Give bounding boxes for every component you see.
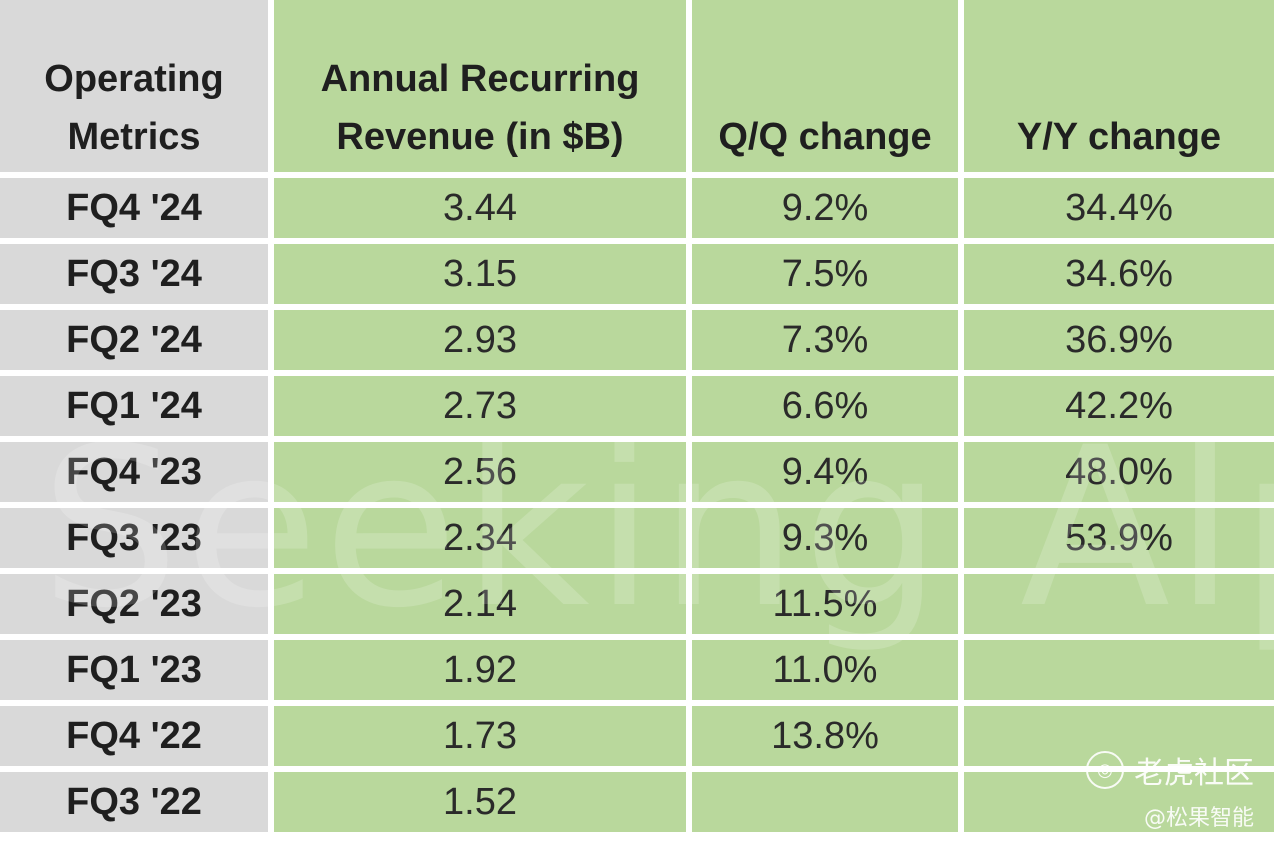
qq-change-value: 7.5% [692,244,958,304]
qq-change-value: 9.3% [692,508,958,568]
table-row: FQ4 '22 1.73 13.8% [0,706,1274,766]
table-row: FQ1 '23 1.92 11.0% [0,640,1274,700]
table-row: FQ3 '22 1.52 [0,772,1274,832]
yy-change-value [964,574,1274,634]
arr-value: 2.93 [274,310,686,370]
row-label: FQ2 '24 [0,310,268,370]
row-label: FQ4 '22 [0,706,268,766]
arr-value: 1.52 [274,772,686,832]
row-label: FQ4 '23 [0,442,268,502]
qq-change-value: 9.4% [692,442,958,502]
qq-change-value: 13.8% [692,706,958,766]
header-line: Q/Q change [718,116,932,158]
qq-change-value: 7.3% [692,310,958,370]
qq-change-value: 9.2% [692,178,958,238]
header-qq-change: Q/Q change [692,0,958,172]
row-label: FQ3 '23 [0,508,268,568]
author-handle: @松果智能 [1143,806,1254,831]
header-yy-change: Y/Y change [964,0,1274,172]
table-row: FQ3 '23 2.34 9.3% 53.9% [0,508,1274,568]
brand-badge: ◎ 老虎社区 [1086,748,1254,792]
yy-change-value: 36.9% [964,310,1274,370]
row-label: FQ3 '22 [0,772,268,832]
header-operating-metrics: Operating Metrics [0,0,268,172]
row-label: FQ3 '24 [0,244,268,304]
table-row: FQ2 '23 2.14 11.5% [0,574,1274,634]
qq-change-value: 11.5% [692,574,958,634]
arr-value: 3.15 [274,244,686,304]
header-row: Operating Metrics Annual Recurring Reven… [0,0,1274,172]
header-arr: Annual Recurring Revenue (in $B) [274,0,686,172]
qq-change-value [692,772,958,832]
header-line: Operating [44,58,224,100]
qq-change-value: 6.6% [692,376,958,436]
header-line: Metrics [67,116,201,158]
table-row: FQ2 '24 2.93 7.3% 36.9% [0,310,1274,370]
table-row: FQ1 '24 2.73 6.6% 42.2% [0,376,1274,436]
qq-change-value: 11.0% [692,640,958,700]
arr-value: 2.14 [274,574,686,634]
yy-change-value [964,640,1274,700]
yy-change-value: 34.6% [964,244,1274,304]
row-label: FQ2 '23 [0,574,268,634]
header-line: Revenue (in $B) [336,116,624,158]
arr-value: 2.73 [274,376,686,436]
table-row: FQ4 '23 2.56 9.4% 48.0% [0,442,1274,502]
arr-value: 3.44 [274,178,686,238]
yy-change-value: 48.0% [964,442,1274,502]
arr-value: 2.56 [274,442,686,502]
yy-change-value [964,706,1274,766]
tiger-logo-icon: ◎ [1086,751,1124,789]
brand-name: 老虎社区 [1134,756,1254,791]
arr-value: 1.73 [274,706,686,766]
table-row: FQ4 '24 3.44 9.2% 34.4% [0,178,1274,238]
yy-change-value: 42.2% [964,376,1274,436]
header-line: Y/Y change [1016,116,1222,158]
yy-change-value: 53.9% [964,508,1274,568]
row-label: FQ1 '24 [0,376,268,436]
yy-change-value: 34.4% [964,178,1274,238]
row-label: FQ4 '24 [0,178,268,238]
arr-value: 1.92 [274,640,686,700]
arr-value: 2.34 [274,508,686,568]
header-line: Annual Recurring [320,58,640,100]
row-label: FQ1 '23 [0,640,268,700]
table-row: FQ3 '24 3.15 7.5% 34.6% [0,244,1274,304]
